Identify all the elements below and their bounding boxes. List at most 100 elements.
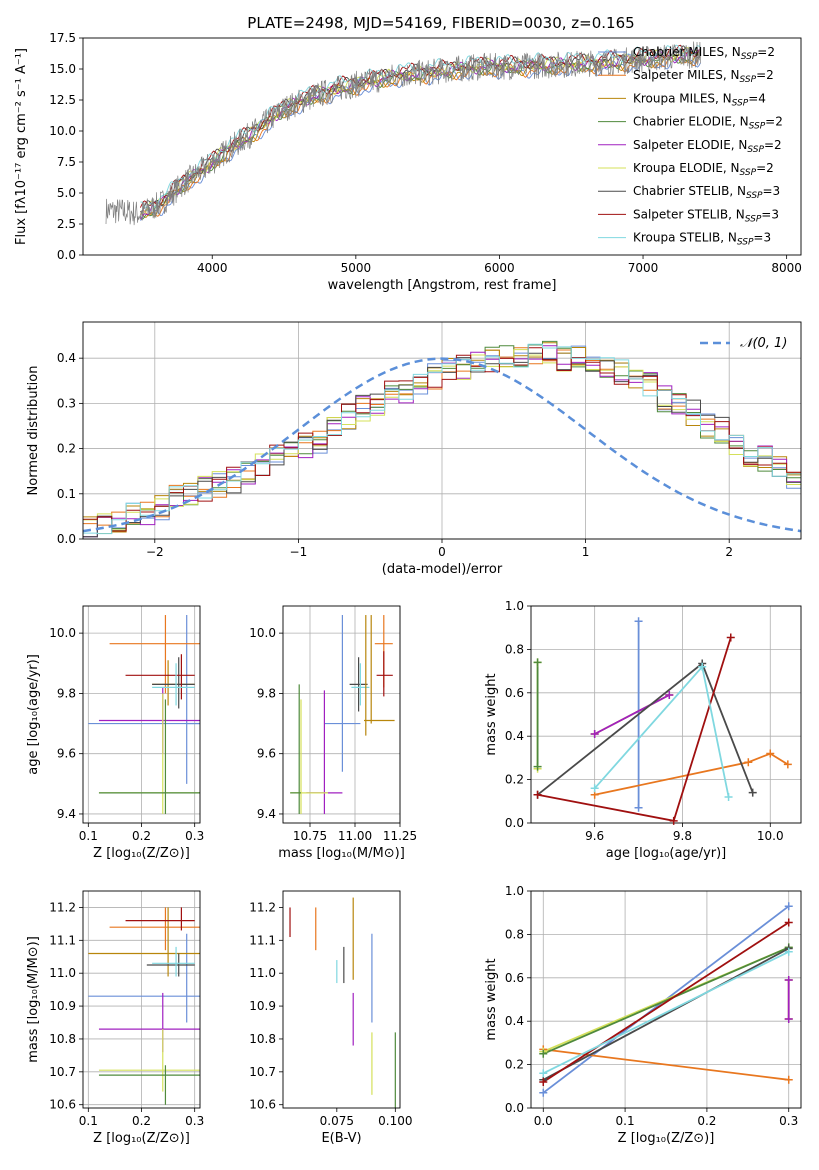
y-tick-label: 10.7 [49,1065,76,1079]
x-tick-label: −1 [290,545,308,559]
weight-marker-salpeter_miles [784,1075,793,1084]
y-tick-label: 11.0 [49,966,76,980]
x-tick-label: 0.1 [79,829,98,843]
x-axis-label: mass [log₁₀(M/M⊙)] [278,846,405,861]
weight-marker-kroupa_stelib [590,784,599,793]
x-axis-label: age [log₁₀(age/yr)] [606,846,727,861]
x-axis-label: Z [log₁₀(Z/Z⊙)] [93,1131,190,1146]
weight-marker-chabrier_miles [539,1088,548,1097]
axes-frame [82,890,201,1109]
x-axis-label: (data-model)/error [382,562,503,577]
weight-marker-salpeter_elodie [784,1015,793,1024]
weight-marker-salpeter_stelib [784,918,793,927]
residual-hist-salpeter_elodie [83,345,801,538]
model-spectrum-kroupa_elodie [140,46,701,214]
x-tick-label: 6000 [484,261,515,275]
x-tick-label: 10.0 [757,829,784,843]
y-tick-label: 11.2 [249,900,276,914]
axes-frame [282,890,401,1109]
y-tick-label: 9.6 [257,747,276,761]
plot-area [536,621,789,822]
legend-label-chabrier_miles: Chabrier MILES, NSSP=2 [633,45,775,62]
residual-hist-salpeter_miles [83,347,801,526]
weight-marker-salpeter_miles [766,749,775,758]
weight-line-chabrier_stelib [542,947,790,1081]
x-tick-label: 2 [725,545,733,559]
x-tick-label: −2 [146,545,164,559]
legend-label-salpeter_stelib: Salpeter STELIB, NSSP=3 [633,207,779,224]
weight-marker-chabrier_stelib [748,788,757,797]
plot-area [290,615,395,814]
x-tick-label: 0.3 [779,1114,798,1128]
y-tick-label: 11.1 [49,933,76,947]
panel-age_vs_Z: 0.1 0.2 0.3 9.4 9.6 9.8 10.0 Z [log₁₀(Z/Z⊙)] age… [26,605,204,861]
y-tick-label: 17.5 [49,31,76,45]
y-tick-label: 0.0 [505,1101,524,1115]
model-spectrum-salpeter_elodie [140,48,701,220]
y-tick-label: 10.9 [49,999,76,1013]
residual-hist-chabrier_miles [83,344,801,538]
model-spectrum-kroupa_stelib [140,44,701,209]
x-tick-label: 0.0 [534,1114,553,1128]
weight-marker-salpeter_elodie [590,730,599,739]
weight-marker-salpeter_stelib [533,790,542,799]
panel-weight_vs_age: 9.6 9.8 10.0 0.0 0.2 0.4 0.6 0.8 1.0 age [log₁₀(a… [484,599,802,861]
residual-legend: 𝒩(0, 1) [700,336,787,351]
plot-area [88,615,200,814]
y-tick-label: 10.0 [49,124,76,138]
grid-lines [83,322,801,540]
y-tick-label: 10.6 [49,1098,76,1112]
x-tick-label: 4000 [197,261,228,275]
axes-frame [82,37,802,256]
x-tick-label: 0.3 [185,1114,204,1128]
weight-marker-salpeter_stelib [669,816,678,825]
y-tick-label: 0.1 [57,487,76,501]
x-tick-label: 11.00 [338,829,372,843]
x-tick-label: 9.8 [673,829,692,843]
y-tick-label: 5.0 [57,186,76,200]
y-tick-label: 15.0 [49,62,76,76]
legend-label-chabrier_stelib: Chabrier STELIB, NSSP=3 [633,184,780,201]
plot-area [88,907,200,1105]
residual-hist-chabrier_elodie [83,340,801,538]
y-tick-label: 1.0 [505,884,524,898]
y-tick-label: 0.6 [505,971,524,985]
y-tick-label: 0.3 [57,396,76,410]
panel-mass_vs_ebv: 0.075 0.100 10.6 10.7 10.8 10.9 11.0 11.1 11.2 E(… [249,890,412,1146]
x-tick-label: 0.2 [132,1114,151,1128]
y-tick-label: 7.5 [57,155,76,169]
x-axis-label: Z [log₁₀(Z/Z⊙)] [618,1131,715,1146]
x-tick-label: 5000 [341,261,372,275]
axes-layer: 4000 5000 6000 7000 80000.02.55.07.510.012.5… [14,31,802,1146]
y-tick-label: 10.7 [249,1065,276,1079]
weight-line-kroupa_stelib [542,950,790,1075]
weight-marker-kroupa_stelib [724,792,733,801]
residual-hist-kroupa_elodie [83,349,801,531]
y-axis-label: mass [log₁₀(M/M⊙)] [26,936,41,1063]
weight-marker-chabrier_elodie [533,762,542,771]
axes-frame [530,605,802,824]
weight-line-salpeter_miles [594,752,789,796]
y-tick-label: 0.0 [505,816,524,830]
x-tick-label: 9.6 [585,829,604,843]
weight-line-salpeter_elodie [594,694,670,735]
legend-label-chabrier_elodie: Chabrier ELODIE, NSSP=2 [633,115,783,132]
y-tick-label: 9.6 [57,747,76,761]
y-tick-label: 0.2 [505,773,524,787]
legend-label-kroupa_miles: Kroupa MILES, NSSP=4 [633,91,766,108]
x-tick-label: 0.1 [616,1114,635,1128]
grid-lines [83,606,200,823]
y-axis-label: mass weight [484,958,499,1040]
residual-hist-chabrier_stelib [83,352,801,538]
plot-area [105,41,701,226]
x-tick-label: 0.3 [185,829,204,843]
axes-frame [530,890,802,1109]
panel-mass_vs_Z: 0.1 0.2 0.3 10.6 10.7 10.8 10.9 11.0 11.1 11.2 Z [… [26,890,204,1146]
y-tick-label: 9.4 [257,807,276,821]
grid-lines [531,605,801,824]
y-tick-label: 0.2 [505,1058,524,1072]
y-tick-label: 10.0 [49,626,76,640]
legend-label-salpeter_elodie: Salpeter ELODIE, NSSP=2 [633,138,782,155]
grid-lines [83,891,200,1108]
y-tick-label: 0.8 [505,642,524,656]
